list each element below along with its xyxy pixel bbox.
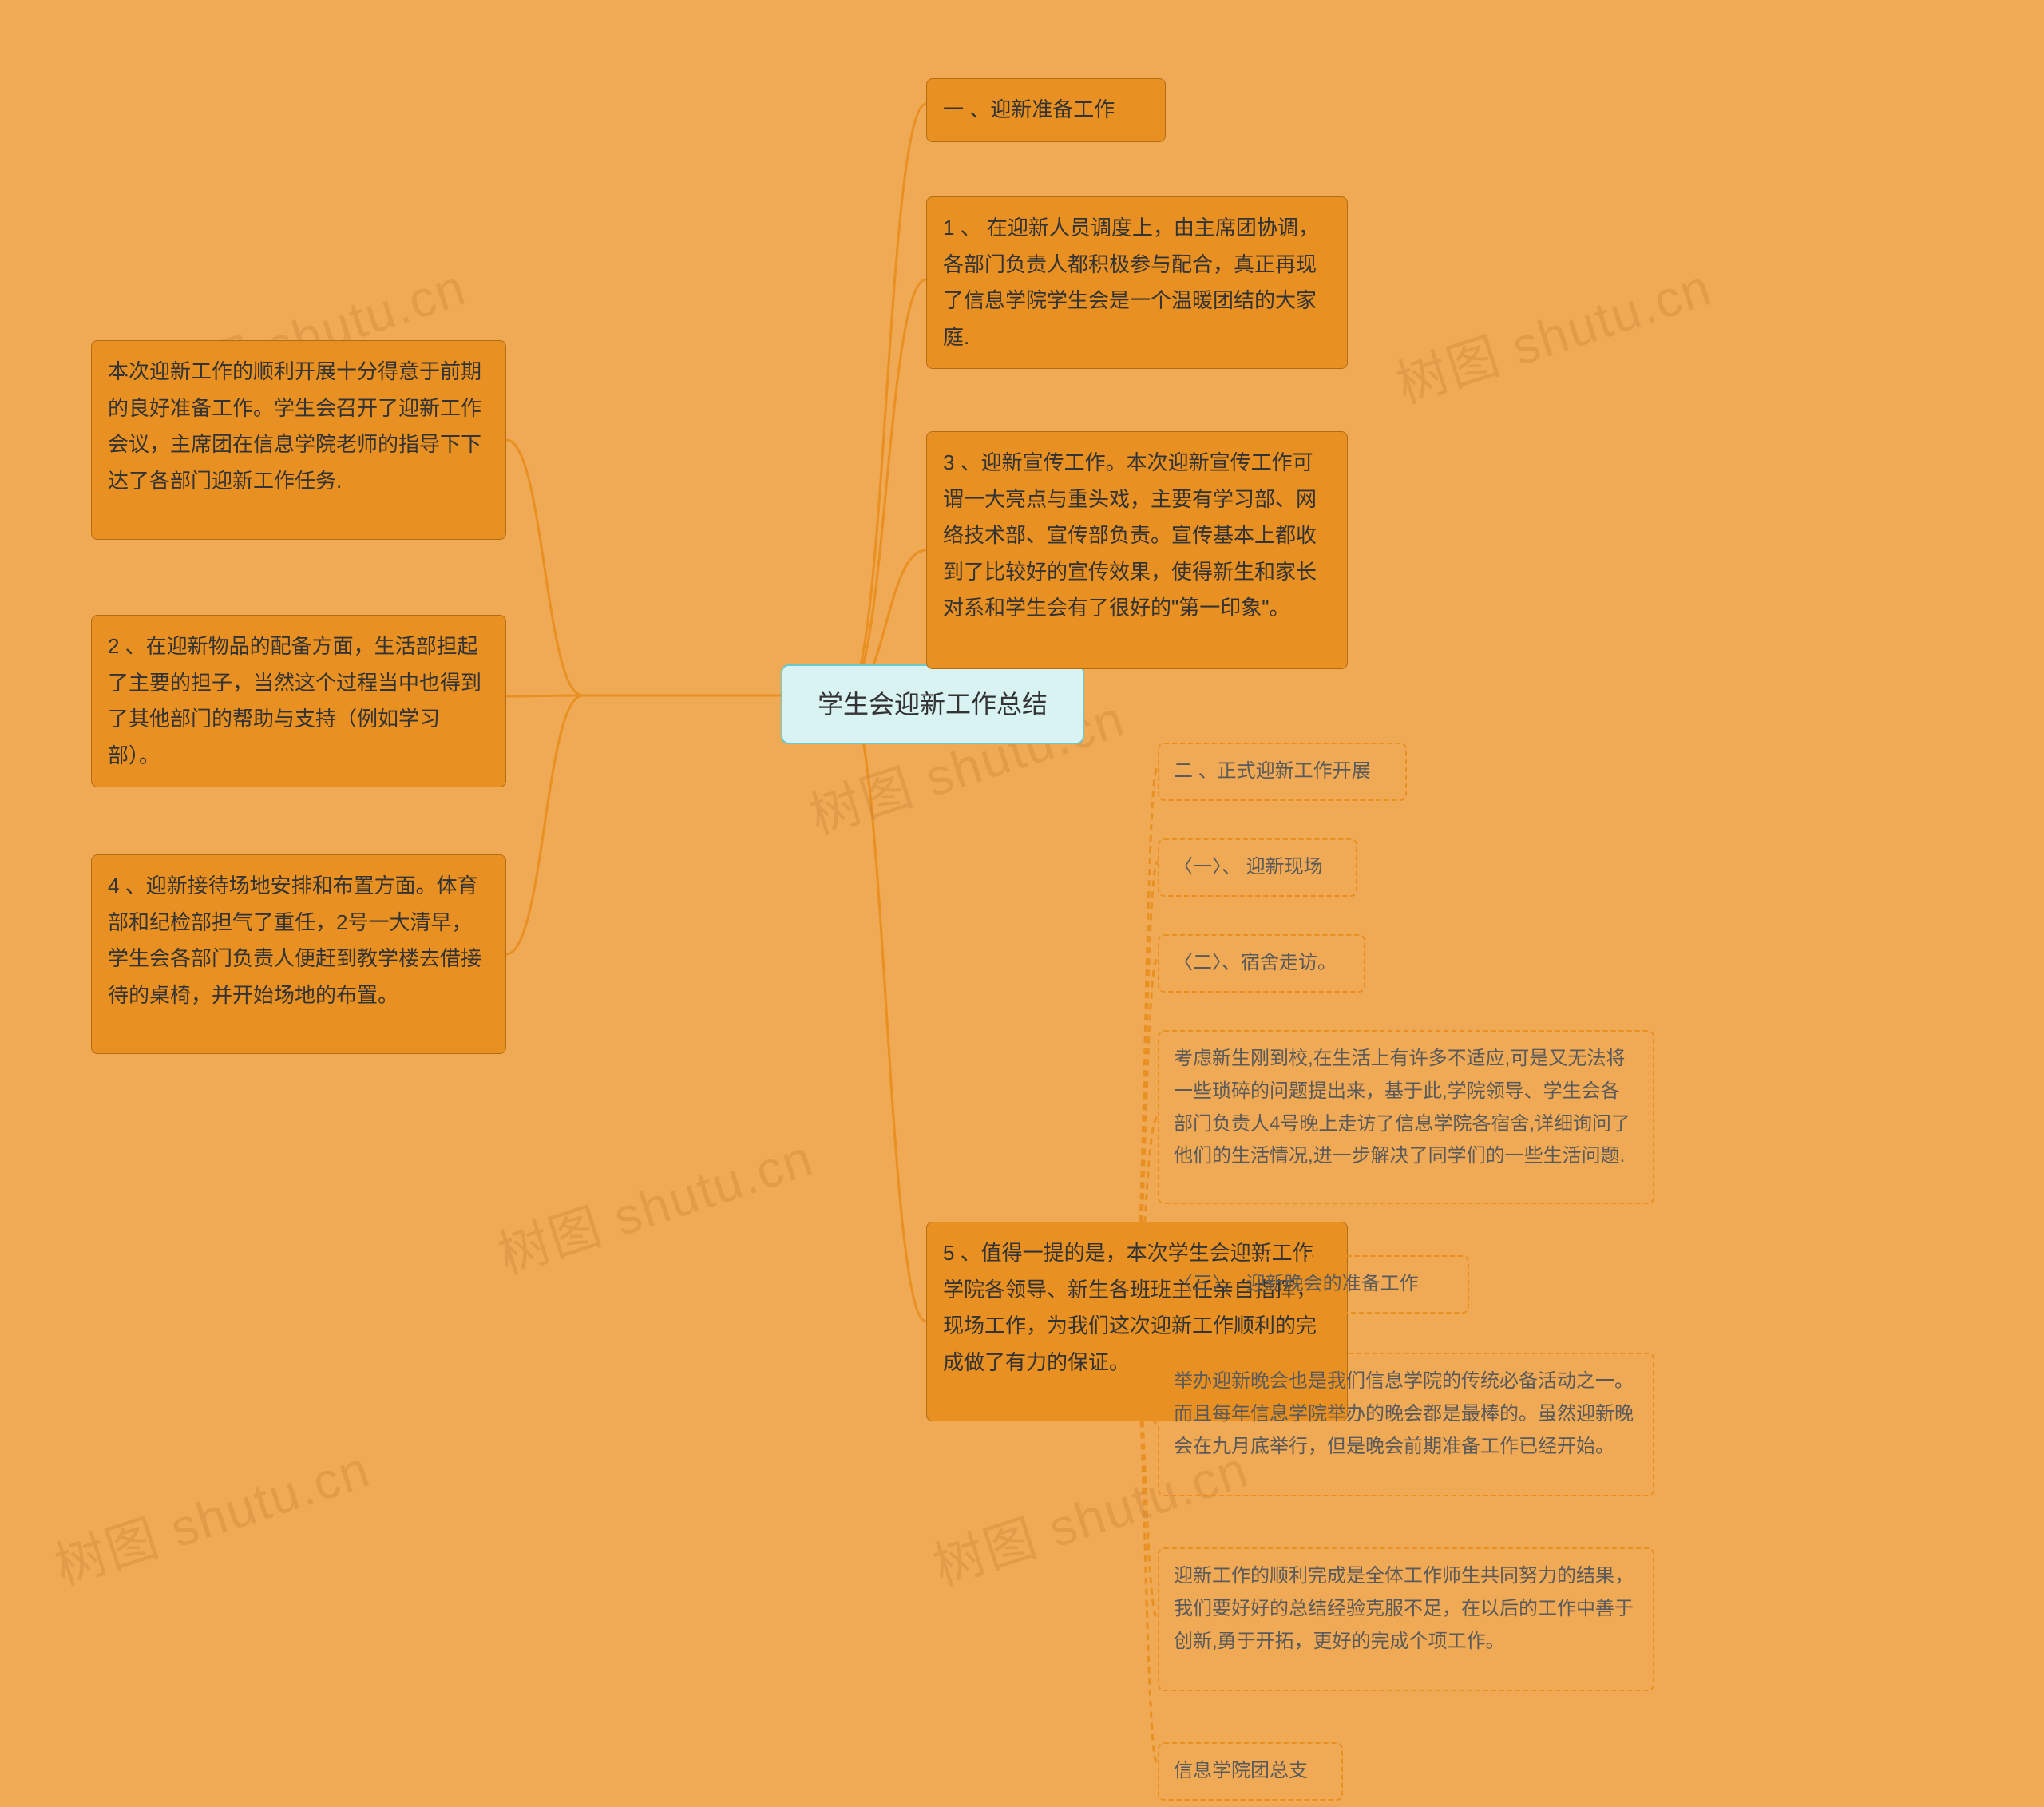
watermark: 树图 shutu.cn bbox=[1386, 247, 1720, 418]
outline-node[interactable]: 信息学院团总支 bbox=[1158, 1742, 1343, 1801]
outline-node[interactable]: 二 、正式迎新工作开展 bbox=[1158, 743, 1407, 801]
outline-node[interactable]: 〈一〉、 迎新现场 bbox=[1158, 838, 1357, 897]
right-node[interactable]: 一 、迎新准备工作 bbox=[926, 78, 1166, 142]
outline-node[interactable]: 考虑新生刚到校,在生活上有许多不适应,可是又无法将一些琐碎的问题提出来，基于此,… bbox=[1158, 1030, 1654, 1204]
center-node[interactable]: 学生会迎新工作总结 bbox=[781, 664, 1084, 744]
node-text: 〈一〉、 迎新现场 bbox=[1174, 856, 1323, 878]
left-node[interactable]: 2 、在迎新物品的配备方面，生活部担起了主要的担子，当然这个过程当中也得到了其他… bbox=[91, 615, 506, 787]
outline-node[interactable]: 举办迎新晚会也是我们信息学院的传统必备活动之一。而且每年信息学院举办的晚会都是最… bbox=[1158, 1353, 1654, 1496]
node-text: 考虑新生刚到校,在生活上有许多不适应,可是又无法将一些琐碎的问题提出来，基于此,… bbox=[1174, 1048, 1630, 1167]
node-text: 信息学院团总支 bbox=[1174, 1760, 1308, 1781]
left-node[interactable]: 本次迎新工作的顺利开展十分得意于前期的良好准备工作。学生会召开了迎新工作会议，主… bbox=[91, 340, 506, 540]
outline-node[interactable]: 〈三〉、 迎新晚会的准备工作 bbox=[1158, 1255, 1469, 1314]
node-text: 4 、迎新接待场地安排和布置方面。体育部和纪检部担气了重任，2号一大清早，学生会… bbox=[108, 874, 481, 1007]
outline-node[interactable]: 迎新工作的顺利完成是全体工作师生共同努力的结果，我们要好好的总结经验克服不足，在… bbox=[1158, 1547, 1654, 1691]
right-node[interactable]: 3 、迎新宣传工作。本次迎新宣传工作可谓一大亮点与重头戏，主要有学习部、网络技术… bbox=[926, 431, 1348, 669]
node-text: 〈三〉、 迎新晚会的准备工作 bbox=[1174, 1273, 1419, 1294]
left-node[interactable]: 4 、迎新接待场地安排和布置方面。体育部和纪检部担气了重任，2号一大清早，学生会… bbox=[91, 854, 506, 1054]
watermark: 树图 shutu.cn bbox=[488, 1117, 822, 1288]
node-text: 迎新工作的顺利完成是全体工作师生共同努力的结果，我们要好好的总结经验克服不足，在… bbox=[1174, 1565, 1634, 1652]
node-text: 〈二〉、宿舍走访。 bbox=[1174, 952, 1337, 973]
node-text: 一 、迎新准备工作 bbox=[943, 97, 1115, 121]
right-node[interactable]: 1 、 在迎新人员调度上，由主席团协调，各部门负责人都积极参与配合，真正再现了信… bbox=[926, 196, 1348, 369]
mindmap-canvas: 树图 shutu.cn树图 shutu.cn树图 shutu.cn树图 shut… bbox=[0, 0, 2044, 1807]
watermark: 树图 shutu.cn bbox=[45, 1429, 378, 1599]
node-text: 3 、迎新宣传工作。本次迎新宣传工作可谓一大亮点与重头戏，主要有学习部、网络技术… bbox=[943, 450, 1317, 620]
node-text: 举办迎新晚会也是我们信息学院的传统必备活动之一。而且每年信息学院举办的晚会都是最… bbox=[1174, 1370, 1634, 1457]
node-text: 二 、正式迎新工作开展 bbox=[1174, 760, 1371, 782]
center-node-label: 学生会迎新工作总结 bbox=[818, 690, 1048, 719]
outline-node[interactable]: 〈二〉、宿舍走访。 bbox=[1158, 934, 1365, 993]
node-text: 1 、 在迎新人员调度上，由主席团协调，各部门负责人都积极参与配合，真正再现了信… bbox=[943, 216, 1319, 349]
node-text: 2 、在迎新物品的配备方面，生活部担起了主要的担子，当然这个过程当中也得到了其他… bbox=[108, 634, 481, 767]
node-text: 本次迎新工作的顺利开展十分得意于前期的良好准备工作。学生会召开了迎新工作会议，主… bbox=[108, 359, 481, 493]
